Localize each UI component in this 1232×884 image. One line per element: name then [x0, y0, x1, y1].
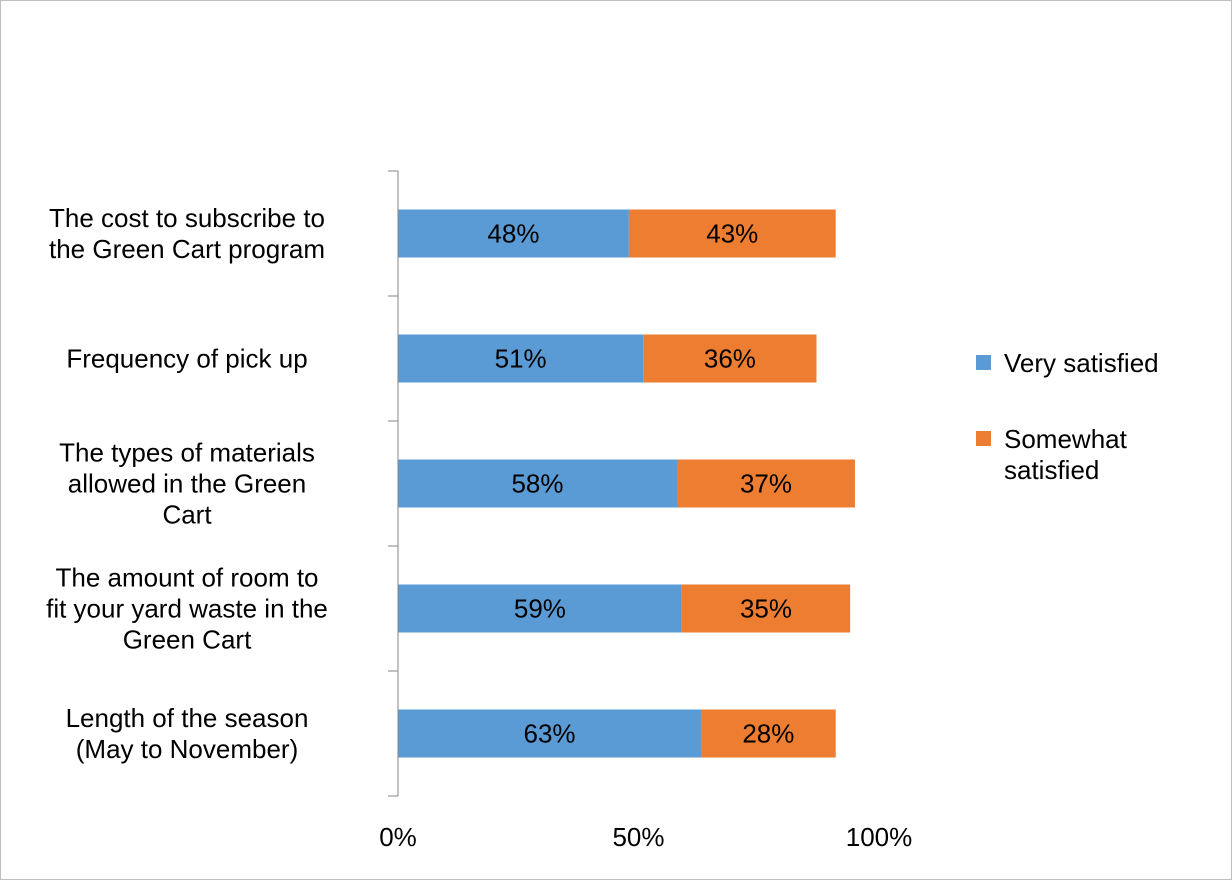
- axes: 0% 50% 100%: [379, 170, 913, 852]
- category-label-line: (May to November): [76, 734, 299, 764]
- legend-label-line: Very satisfied: [1004, 348, 1159, 378]
- category-label-line: The amount of room to: [55, 563, 318, 593]
- category-label: The amount of room to fit your yard waste…: [46, 563, 328, 655]
- bar-somewhat-satisfied: [701, 709, 836, 758]
- category-label-line: The cost to subscribe to: [49, 203, 325, 233]
- data-label: 51%: [495, 344, 547, 374]
- data-label: 28%: [742, 719, 794, 749]
- bar-very-satisfied: [398, 209, 629, 258]
- category-label-line: Green Cart: [123, 625, 252, 655]
- data-labels: 48% 43% 51% 36% 58% 37% 59% 35% 63% 28%: [487, 219, 794, 749]
- bar-very-satisfied: [398, 584, 682, 633]
- bar-very-satisfied: [398, 334, 644, 383]
- category-labels: The cost to subscribe to the Green Cart p…: [46, 203, 328, 764]
- legend-label: Somewhat satisfied: [1004, 424, 1128, 485]
- bar-somewhat-satisfied: [628, 209, 836, 258]
- data-label: 37%: [740, 469, 792, 499]
- legend-swatch-somewhat-satisfied: [976, 431, 991, 446]
- data-label: 48%: [487, 219, 539, 249]
- plot-area: [398, 209, 855, 758]
- category-label: Frequency of pick up: [66, 344, 307, 374]
- data-label: 36%: [704, 344, 756, 374]
- bar-very-satisfied: [398, 709, 702, 758]
- bar-somewhat-satisfied: [676, 459, 855, 508]
- legend-swatch-very-satisfied: [976, 355, 991, 370]
- category-label-line: the Green Cart program: [49, 234, 325, 264]
- category-label-line: Cart: [162, 500, 212, 530]
- bar-very-satisfied: [398, 459, 677, 508]
- data-label: 58%: [511, 469, 563, 499]
- category-label-line: The types of materials: [59, 438, 315, 468]
- legend: Very satisfied Somewhat satisfied: [976, 348, 1159, 485]
- bar-somewhat-satisfied: [681, 584, 851, 633]
- legend-label-line: satisfied: [1004, 455, 1099, 485]
- category-label-line: fit your yard waste in the: [46, 594, 328, 624]
- data-label: 43%: [706, 219, 758, 249]
- legend-label-line: Somewhat: [1004, 424, 1128, 454]
- data-label: 35%: [740, 594, 792, 624]
- data-label: 59%: [514, 594, 566, 624]
- category-label: The types of materials allowed in the Gre…: [59, 438, 315, 530]
- category-label-line: allowed in the Green: [68, 469, 306, 499]
- x-tick-label: 100%: [846, 822, 913, 852]
- category-label: Length of the season (May to November): [66, 703, 309, 764]
- x-tick-label: 0%: [379, 822, 417, 852]
- data-label: 63%: [523, 719, 575, 749]
- legend-label: Very satisfied: [1004, 348, 1159, 378]
- category-label: The cost to subscribe to the Green Cart p…: [49, 203, 325, 264]
- bar-somewhat-satisfied: [643, 334, 817, 383]
- x-tick-label: 50%: [612, 822, 664, 852]
- category-label-line: Length of the season: [66, 703, 309, 733]
- category-label-line: Frequency of pick up: [66, 344, 307, 374]
